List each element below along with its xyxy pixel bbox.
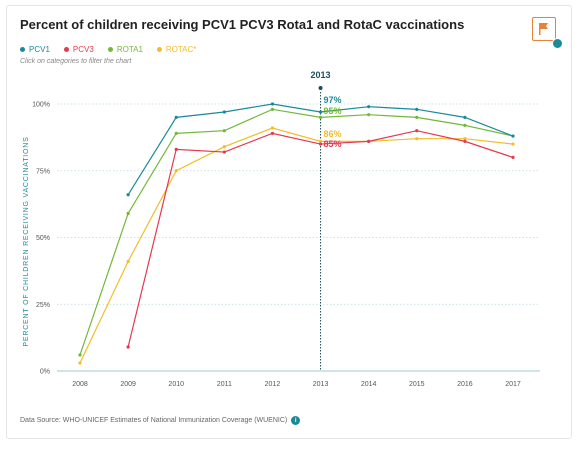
y-tick-label: 25% [36, 302, 50, 309]
highlight-marker [318, 86, 323, 90]
legend-label: PCV1 [29, 45, 50, 54]
legend-label: ROTA1 [116, 45, 143, 54]
filter-hint: Click on categories to filter the chart [20, 58, 132, 65]
data-point [511, 155, 515, 159]
highlight-year-label: 2013 [311, 70, 331, 80]
flag-icon [539, 23, 548, 35]
data-point [222, 150, 226, 154]
y-axis-title: PERCENT OF CHILDREN RECEIVING VACCINATIO… [23, 136, 30, 346]
notification-badge [552, 38, 563, 49]
legend-item-rota1[interactable]: ROTA1 [107, 45, 143, 54]
data-point [78, 353, 82, 357]
data-point [463, 123, 467, 127]
x-tick-label: 2008 [72, 381, 88, 388]
data-point [463, 139, 467, 143]
legend-item-pcv3[interactable]: PCV3 [63, 45, 94, 54]
y-tick-label: 75% [36, 168, 50, 175]
data-point [415, 129, 419, 133]
data-point [270, 126, 275, 130]
data-point [126, 211, 130, 216]
x-tick-label: 2013 [313, 381, 329, 388]
x-tick-label: 2015 [409, 381, 425, 388]
data-point [174, 115, 178, 119]
data-source-text: Data Source: WHO-UNICEF Estimates of Nat… [20, 417, 288, 424]
legend-marker [20, 47, 25, 52]
data-point [222, 129, 226, 133]
legend: PCV1 PCV3 ROTA1 ROTAC* [20, 45, 196, 54]
data-point [415, 137, 419, 141]
data-point [126, 259, 130, 264]
data-point [463, 137, 467, 141]
series-line-rotac [79, 127, 514, 364]
data-point [318, 142, 323, 146]
x-tick-label: 2010 [168, 381, 184, 388]
legend-marker [107, 47, 113, 52]
chart-card [6, 5, 572, 439]
legend-item-pcv1[interactable]: PCV1 [20, 45, 50, 54]
highlight-value-label: 85% [324, 139, 342, 149]
highlight-value-label: 86% [324, 129, 342, 139]
legend-label: PCV3 [72, 45, 94, 54]
x-tick-label: 2017 [505, 381, 521, 388]
highlight-value-label: 97% [324, 95, 342, 105]
series-line-rota1 [79, 108, 514, 356]
highlight-value-label: 95% [324, 106, 342, 116]
data-point [318, 110, 323, 114]
data-point [222, 110, 226, 114]
data-point [270, 131, 275, 135]
legend-marker [63, 47, 69, 52]
y-tick-label: 50% [36, 235, 50, 242]
legend-item-rotac[interactable]: ROTAC* [156, 45, 197, 54]
data-point [367, 105, 371, 109]
y-tick-label: 0% [40, 369, 50, 376]
data-point [78, 361, 82, 365]
chart-title: Percent of children receiving PCV1 PCV3 … [20, 17, 465, 32]
flag-button[interactable] [532, 17, 556, 41]
data-point [222, 145, 226, 149]
data-point [126, 345, 130, 349]
data-point [463, 115, 467, 119]
x-tick-label: 2014 [361, 381, 377, 388]
data-source: Data Source: WHO-UNICEF Estimates of Nat… [20, 416, 301, 425]
y-tick-label: 100% [32, 102, 50, 109]
data-point [270, 107, 275, 111]
data-point [415, 107, 419, 111]
info-icon[interactable]: i [291, 416, 301, 425]
data-point [174, 147, 178, 151]
data-point [511, 142, 515, 146]
x-tick-label: 2016 [457, 381, 473, 388]
data-point [174, 169, 178, 173]
data-point [415, 115, 419, 119]
x-tick-label: 2012 [265, 381, 281, 388]
data-point [318, 115, 323, 119]
data-point [318, 139, 323, 143]
legend-label: ROTAC* [165, 45, 197, 54]
legend-marker [156, 47, 162, 52]
data-point [270, 102, 275, 106]
x-tick-label: 2011 [217, 381, 232, 388]
data-point [511, 134, 515, 138]
data-point [367, 139, 371, 143]
data-point [126, 193, 130, 197]
x-tick-label: 2009 [120, 381, 136, 388]
data-point [174, 131, 178, 135]
data-point [367, 113, 371, 117]
